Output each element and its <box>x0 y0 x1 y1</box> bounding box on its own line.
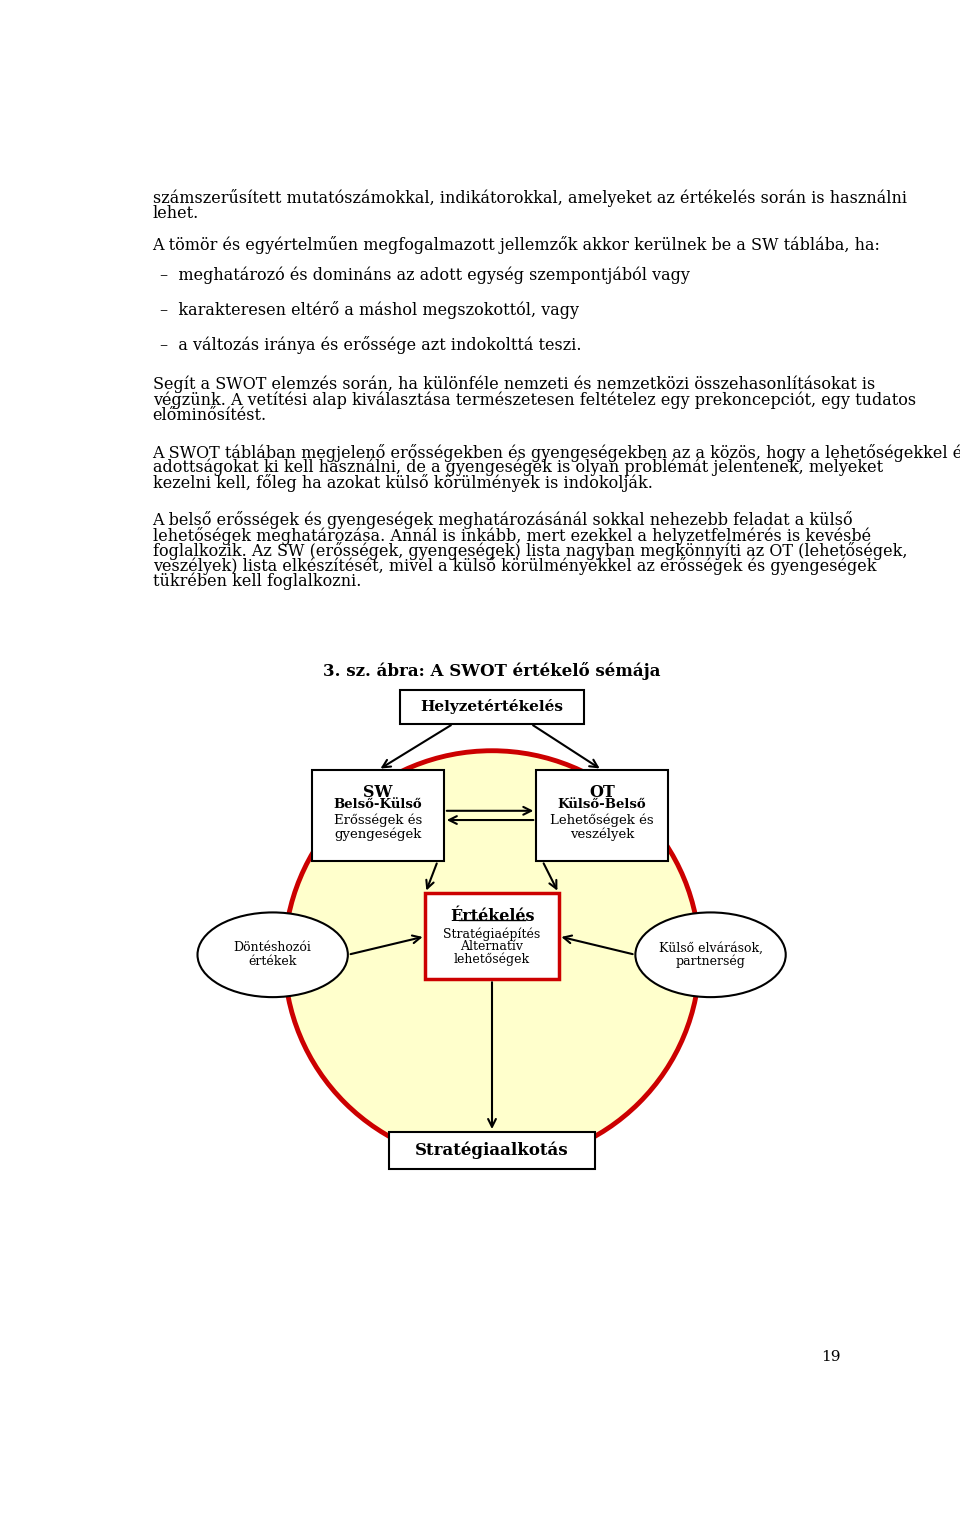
Text: SW: SW <box>363 783 393 800</box>
Text: Stratégiaépítés: Stratégiaépítés <box>444 927 540 941</box>
Text: veszélyek) lista elkészítését, mivel a külső körülményekkel az erősségek és gyen: veszélyek) lista elkészítését, mivel a k… <box>153 557 876 576</box>
Text: kezelni kell, főleg ha azokat külső körülmények is indokolják.: kezelni kell, főleg ha azokat külső körü… <box>153 475 653 492</box>
Bar <box>390 1132 594 1168</box>
Text: 3. sz. ábra: A SWOT értékelő sémája: 3. sz. ábra: A SWOT értékelő sémája <box>324 663 660 680</box>
Text: Értékelés: Értékelés <box>449 909 535 925</box>
Ellipse shape <box>198 913 348 997</box>
Text: partnerség: partnerség <box>676 954 746 968</box>
Text: –  a változás iránya és erőssége azt indokolttá teszi.: – a változás iránya és erőssége azt indo… <box>160 336 582 354</box>
Bar <box>312 770 444 861</box>
Bar <box>425 893 559 979</box>
Text: –  meghatározó és domináns az adott egység szempontjából vagy: – meghatározó és domináns az adott egysé… <box>160 266 690 284</box>
Text: számszerűsített mutatószámokkal, indikátorokkal, amelyeket az értékelés során is: számszerűsített mutatószámokkal, indikát… <box>153 189 906 208</box>
Bar <box>537 770 668 861</box>
Text: 19: 19 <box>821 1350 841 1364</box>
Text: adottságokat ki kell használni, de a gyengeségek is olyan problémát jelentenek, : adottságokat ki kell használni, de a gye… <box>153 460 882 476</box>
Text: veszélyek: veszélyek <box>570 828 635 841</box>
Text: foglalkozik. Az SW (erősségek, gyengeségek) lista nagyban megkönnyíti az OT (leh: foglalkozik. Az SW (erősségek, gyengeség… <box>153 542 907 560</box>
Text: Külső-Belső: Külső-Belső <box>558 799 646 811</box>
Text: végzünk. A vetítési alap kiválasztása természetesen feltételez egy prekoncepciót: végzünk. A vetítési alap kiválasztása te… <box>153 391 916 409</box>
Text: tükrében kell foglalkozni.: tükrében kell foglalkozni. <box>153 573 361 591</box>
Text: Stratégiaalkotás: Stratégiaalkotás <box>415 1142 569 1159</box>
Ellipse shape <box>636 913 785 997</box>
Text: Erősségek és: Erősségek és <box>334 814 422 828</box>
Bar <box>399 690 585 724</box>
Text: Segít a SWOT elemzés során, ha különféle nemzeti és nemzetközi összehasonlítások: Segít a SWOT elemzés során, ha különféle… <box>153 376 875 394</box>
Text: OT: OT <box>589 783 615 800</box>
Text: lehetőségek: lehetőségek <box>454 953 530 967</box>
Text: Helyzetértékelés: Helyzetértékelés <box>420 699 564 715</box>
Text: Belső-Külső: Belső-Külső <box>334 799 422 811</box>
Text: A tömör és egyértelműen megfogalmazott jellemzők akkor kerülnek be a SW táblába,: A tömör és egyértelműen megfogalmazott j… <box>153 235 880 253</box>
Text: Döntéshozói: Döntéshozói <box>233 941 312 954</box>
Text: A belső erősségek és gyengeségek meghatározásánál sokkal nehezebb feladat a küls: A belső erősségek és gyengeségek meghatá… <box>153 512 853 530</box>
Text: Alternatív: Alternatív <box>461 941 523 953</box>
Text: Lehetőségek és: Lehetőségek és <box>550 814 654 828</box>
Text: Külső elvárások,: Külső elvárások, <box>659 941 762 954</box>
Text: A SWOT táblában megjelenő erősségekben és gyengeségekben az a közös, hogy a lehe: A SWOT táblában megjelenő erősségekben é… <box>153 443 960 461</box>
Text: értékek: értékek <box>249 956 297 968</box>
Text: lehet.: lehet. <box>153 205 199 221</box>
Text: –  karakteresen eltérő a máshol megszokottól, vagy: – karakteresen eltérő a máshol megszokot… <box>160 301 579 319</box>
Text: előminősítést.: előminősítést. <box>153 406 267 423</box>
Circle shape <box>284 751 700 1164</box>
Text: lehetőségek meghatározása. Annál is inkább, mert ezekkel a helyzetfelmérés is ke: lehetőségek meghatározása. Annál is inká… <box>153 527 871 545</box>
Text: gyengeségek: gyengeségek <box>334 828 421 841</box>
